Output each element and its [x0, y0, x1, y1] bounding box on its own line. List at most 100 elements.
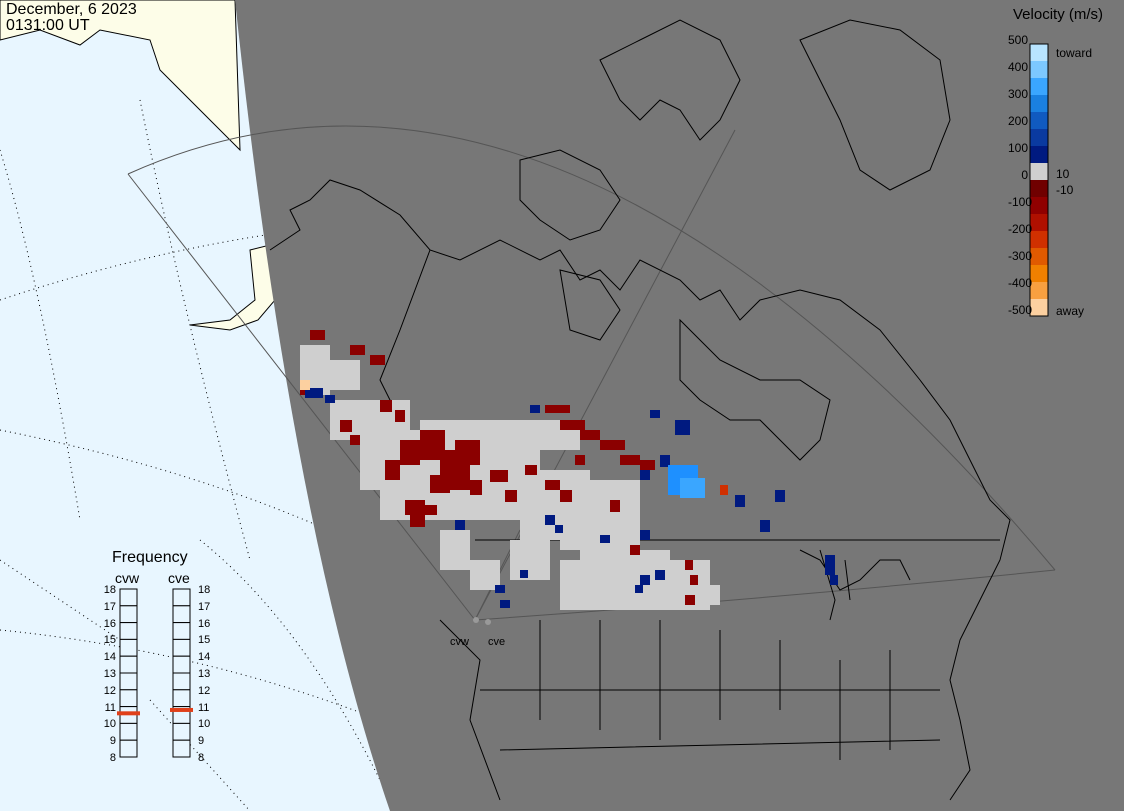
scatter-cell — [525, 465, 537, 475]
scatter-cell — [545, 405, 570, 413]
alaska-land — [0, 0, 241, 152]
frequency-scale-label: 13 — [198, 668, 211, 680]
frequency-scale-label: 15 — [198, 634, 211, 647]
scatter-cell — [600, 440, 625, 450]
scatter-cell — [575, 455, 585, 465]
colorbar-swatch — [1030, 129, 1048, 147]
frequency-cell — [172, 722, 191, 741]
scatter-cell — [620, 455, 640, 465]
scatter-echoes — [300, 330, 838, 610]
frequency-cell — [119, 689, 138, 708]
colorbar-swatch — [1030, 44, 1048, 62]
colorbar-swatch — [1030, 231, 1048, 249]
frequency-cell — [119, 655, 138, 674]
scatter-cell — [735, 495, 745, 507]
frequency-scale-label: 11 — [198, 701, 210, 714]
scatter-cell — [440, 530, 470, 570]
scatter-cell — [700, 585, 720, 605]
scatter-cell — [410, 515, 425, 527]
scatter-cell — [305, 388, 323, 398]
frequency-scale-label: 9 — [109, 735, 116, 748]
scatter-cell — [325, 395, 335, 403]
colorbar-tick-label: 400 — [1008, 60, 1029, 74]
scatter-cell — [640, 460, 655, 470]
scatter-cell — [635, 585, 643, 593]
toward-label: toward — [1056, 46, 1093, 60]
colorbar-tick-label: -200 — [1008, 222, 1033, 236]
scatter-cell — [640, 470, 650, 480]
scatter-cell — [530, 405, 540, 413]
frequency-cell — [119, 672, 138, 691]
colorbar-swatch — [1030, 112, 1048, 130]
frequency-cell — [172, 655, 191, 674]
date-label: December, 6 2023 — [6, 1, 137, 18]
radar-site-marker — [473, 617, 479, 623]
scatter-cell — [455, 520, 465, 530]
frequency-scale-label: 9 — [198, 735, 205, 748]
colorbar-tick-label: -500 — [1008, 303, 1033, 317]
colorbar-swatch — [1030, 180, 1048, 198]
threshold-pos-label: 10 — [1056, 167, 1070, 181]
colorbar-swatch — [1030, 214, 1048, 232]
scatter-cell — [395, 410, 405, 422]
scatter-cell — [545, 515, 555, 525]
frequency-scale-label: 17 — [198, 600, 211, 613]
scatter-cell — [495, 585, 505, 593]
radar-site-marker — [485, 619, 491, 625]
colorbar-title: Velocity (m/s) — [1013, 6, 1104, 23]
colorbar-tick-label: 0 — [1021, 168, 1028, 182]
scatter-cell — [630, 545, 640, 555]
scatter-cell — [340, 420, 352, 432]
frequency-scale-label: 17 — [103, 600, 116, 613]
frequency-scale-label: 11 — [104, 701, 116, 714]
site-label-cvw: cvw — [450, 636, 469, 648]
frequency-panel — [117, 588, 193, 758]
velocity-colorbar — [1029, 43, 1049, 317]
colorbar-swatch — [1030, 95, 1048, 113]
scatter-cell — [505, 490, 517, 502]
radar-name-cvw: cvw — [115, 570, 140, 586]
frequency-scale-label: 13 — [103, 668, 116, 680]
graticule — [0, 99, 381, 811]
colorbar-swatch — [1030, 61, 1048, 79]
scatter-cell — [640, 530, 650, 540]
colorbar-tick-label: 200 — [1008, 114, 1029, 128]
scatter-cell — [385, 460, 400, 480]
scatter-cell — [400, 440, 420, 465]
scatter-cell — [560, 560, 610, 590]
site-label-cve: cve — [488, 636, 506, 648]
frequency-cell — [172, 588, 191, 607]
colorbar-swatch — [1030, 163, 1048, 181]
scatter-cell — [455, 440, 480, 465]
frequency-scale-label: 16 — [198, 617, 211, 630]
scatter-cell — [510, 540, 550, 580]
scatter-cell — [775, 490, 785, 502]
scatter-cell — [580, 430, 600, 440]
frequency-cell — [172, 689, 191, 708]
scatter-cell — [520, 570, 528, 578]
frequency-scale-label: 14 — [103, 651, 116, 664]
colorbar-tick-label: -400 — [1008, 276, 1033, 290]
scatter-cell — [555, 525, 563, 533]
colorbar-frame — [1029, 43, 1049, 317]
scatter-cell — [690, 575, 698, 585]
frequency-marker — [170, 707, 193, 712]
scatter-cell — [425, 505, 437, 515]
scatter-cell — [640, 575, 650, 585]
time-label: 0131:00 UT — [6, 17, 90, 34]
frequency-cell — [119, 622, 138, 640]
night-region — [235, 0, 1124, 811]
frequency-scale-label: 16 — [103, 617, 116, 630]
frequency-scale-label: 12 — [103, 684, 116, 697]
scatter-cell — [825, 555, 835, 575]
colorbar-tick-label: -300 — [1008, 249, 1033, 263]
colorbar-tick-label: -100 — [1008, 195, 1033, 209]
scatter-cell — [650, 410, 660, 418]
frequency-scale-label: 18 — [103, 584, 116, 596]
frequency-scale-label: 12 — [198, 684, 211, 697]
frequency-scale-label: 15 — [103, 634, 116, 647]
colorbar-tick-label: 300 — [1008, 87, 1029, 101]
scatter-cell — [310, 330, 325, 340]
scatter-cell — [500, 600, 510, 608]
